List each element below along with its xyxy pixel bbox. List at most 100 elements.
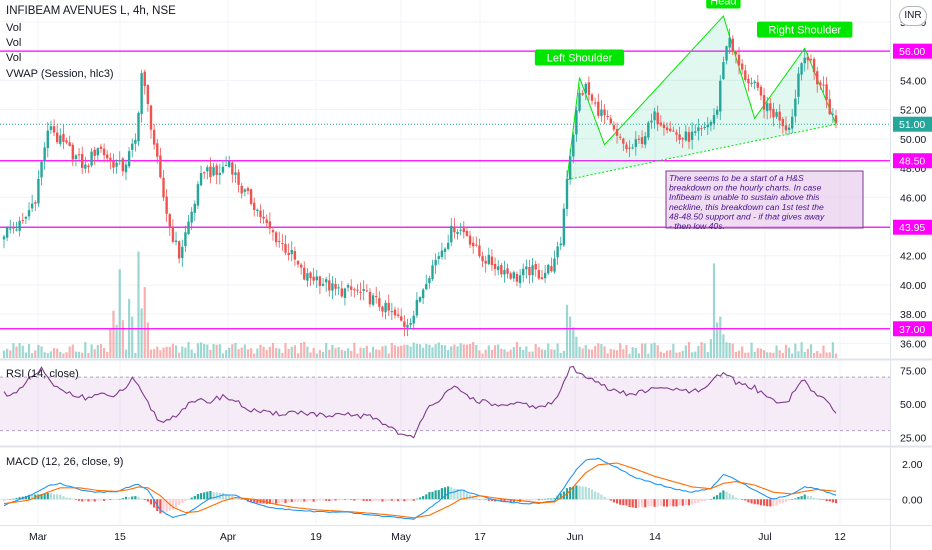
rsi-tick-label: 25.00: [900, 432, 926, 444]
macd-histogram-bar: [462, 490, 465, 500]
macd-histogram-bar: [722, 490, 725, 500]
candle-body: [331, 283, 334, 291]
rsi-label[interactable]: RSI (14, close): [6, 368, 79, 380]
macd-histogram-bar: [121, 498, 124, 500]
level-tag-label: 43.95: [899, 222, 925, 234]
candle-body: [59, 135, 62, 144]
volume-bar: [487, 345, 490, 358]
candle-body: [653, 111, 656, 121]
volume-bar: [728, 342, 731, 358]
volume-bar: [418, 344, 422, 358]
macd-histogram-bar: [775, 499, 778, 506]
macd-histogram-bar: [346, 499, 350, 500]
volume-bar: [578, 346, 581, 358]
volume-indicator-label-2[interactable]: Vol: [6, 37, 22, 49]
volume-bar: [522, 350, 525, 358]
volume-bar: [831, 342, 834, 358]
macd-label[interactable]: MACD (12, 26, close, 9): [6, 456, 124, 468]
symbol-title[interactable]: INFIBEAM AVENUES L, 4h, NSE: [6, 5, 176, 17]
candle-body: [697, 127, 700, 132]
candle-body: [62, 133, 65, 142]
candle-body: [550, 266, 553, 272]
candle-body: [384, 302, 387, 313]
volume-bar: [325, 343, 328, 358]
macd-histogram-bar: [525, 499, 528, 502]
candle-body: [475, 244, 478, 246]
macd-histogram-bar: [403, 499, 406, 502]
volume-indicator-label-3[interactable]: Vol: [6, 52, 22, 64]
volume-bar: [37, 345, 40, 358]
volume-bar: [165, 346, 168, 358]
volume-bar: [672, 343, 675, 358]
macd-panel: [0, 457, 890, 520]
volume-bar: [634, 347, 637, 358]
macd-histogram-bar: [706, 499, 709, 500]
macd-histogram-bar: [9, 498, 12, 500]
macd-histogram-bar: [737, 498, 741, 500]
macd-histogram-bar: [537, 499, 540, 501]
candle-body: [634, 139, 638, 147]
volume-bar: [559, 352, 562, 358]
candle-body: [34, 202, 37, 204]
macd-histogram-bar: [303, 499, 306, 502]
macd-histogram-bar: [440, 488, 443, 500]
volume-bar: [221, 353, 225, 358]
candle-body: [340, 288, 344, 297]
candle-body: [71, 144, 75, 160]
candle-body: [762, 95, 766, 110]
macd-histogram-bar: [475, 497, 478, 500]
volume-bar: [52, 348, 56, 358]
candle-body: [49, 126, 53, 130]
candle-body: [115, 162, 118, 167]
volume-bar: [334, 348, 337, 358]
volume-bar: [350, 350, 353, 358]
macd-histogram-bar: [350, 499, 353, 500]
macd-histogram-bar: [393, 499, 397, 501]
candle-body: [509, 273, 512, 279]
macd-histogram-bar: [512, 499, 515, 503]
volume-bar: [256, 348, 259, 358]
macd-histogram-bar: [597, 492, 600, 500]
volume-bar: [381, 346, 384, 358]
pattern-labels: Left Shoulder Head Right Shoulder: [534, 0, 853, 66]
volume-bar: [809, 344, 813, 358]
candle-body: [644, 136, 647, 145]
volume-bar: [434, 344, 437, 358]
time-tick-label: Jul: [758, 531, 771, 543]
macd-histogram-bar: [159, 499, 162, 514]
volume-bar: [772, 352, 775, 358]
volume-bar: [778, 350, 781, 358]
analysis-note: There seems to be a start of a H&S breakd…: [665, 170, 864, 231]
currency-badge[interactable]: INR: [899, 6, 927, 26]
candle-body: [625, 144, 628, 149]
volume-bar: [703, 343, 706, 358]
macd-histogram-bar: [769, 499, 772, 507]
volume-bar: [306, 346, 309, 358]
volume-indicator-label-1[interactable]: Vol: [6, 22, 22, 34]
volume-bar: [303, 342, 306, 358]
vwap-indicator-label[interactable]: VWAP (Session, hlc3): [6, 68, 114, 80]
macd-histogram-bar: [287, 499, 290, 502]
macd-histogram-bar: [124, 496, 128, 500]
macd-histogram-bar: [500, 499, 503, 502]
candle-body: [27, 210, 31, 217]
macd-histogram-bar: [794, 498, 797, 500]
volume-bar: [340, 349, 343, 358]
candle-body: [362, 289, 365, 292]
candle-body: [500, 265, 503, 275]
volume-bar: [644, 343, 647, 358]
candle-body: [528, 266, 531, 276]
volume-bars: [2, 251, 838, 358]
candle-body: [575, 110, 578, 135]
macd-histogram-bar: [353, 499, 356, 501]
candle-body: [93, 149, 96, 156]
volume-bar: [747, 352, 750, 358]
candle-body: [396, 314, 400, 316]
macd-histogram-bar: [309, 499, 312, 501]
volume-bar: [328, 349, 331, 358]
candle-body: [55, 132, 59, 143]
candle-body: [221, 166, 225, 173]
volume-bar: [422, 347, 425, 358]
volume-bar: [665, 350, 669, 358]
macd-histogram-bar: [669, 499, 672, 506]
